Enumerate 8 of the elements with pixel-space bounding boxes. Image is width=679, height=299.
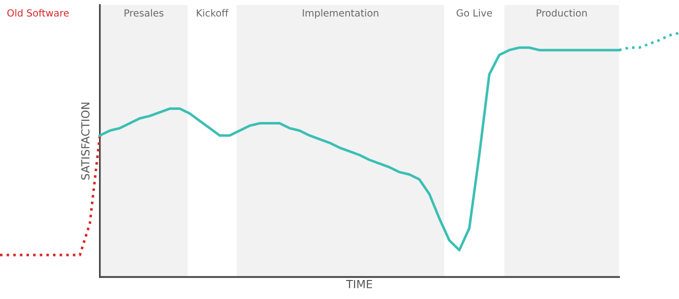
text: Kickoff [196, 9, 229, 17]
text: Presales [124, 9, 164, 17]
text: Production [536, 9, 587, 17]
text: Go Live [456, 9, 492, 17]
text: Old Software [7, 9, 69, 17]
y-axis-title: SATISFACTION [81, 102, 90, 180]
x-axis-title: TIME [346, 280, 372, 288]
text: Implementation [302, 9, 378, 18]
